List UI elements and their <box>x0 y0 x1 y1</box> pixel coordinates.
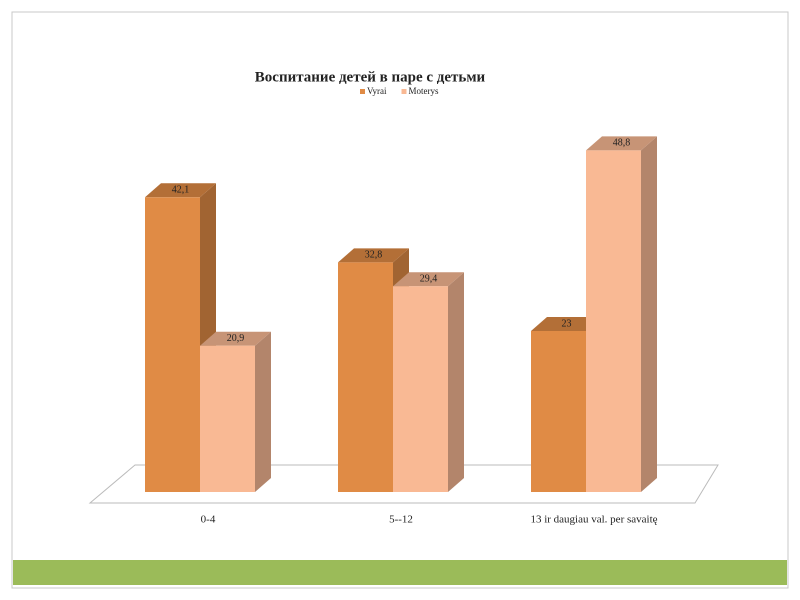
legend-swatch <box>401 89 407 94</box>
chart-title: Воспитание детей в паре с детьми <box>255 69 486 85</box>
bar-side <box>255 331 271 492</box>
bar-top <box>586 136 657 151</box>
bar-front <box>200 345 255 492</box>
bar <box>200 331 271 492</box>
data-label: 29,4 <box>420 273 438 284</box>
bar-top <box>393 272 464 287</box>
bar-top <box>338 248 409 263</box>
bar-front <box>338 262 393 492</box>
bar-top <box>531 317 602 331</box>
data-label: 42,1 <box>172 185 190 196</box>
bar-front <box>531 331 586 492</box>
data-label: 32,8 <box>365 250 383 261</box>
footer-band <box>13 560 787 585</box>
bar-front <box>586 150 641 492</box>
legend-label: Vyrai <box>367 86 387 96</box>
x-tick-label: 13 ir daugiau val. per savaitę <box>530 514 657 526</box>
bar-top <box>145 183 216 198</box>
bar-top <box>200 331 271 346</box>
x-tick-label: 0-4 <box>201 514 216 526</box>
bar-side <box>448 272 464 492</box>
x-tick-label: 5--12 <box>389 514 413 526</box>
bar-side <box>641 136 657 492</box>
bar <box>393 272 464 492</box>
bar-front <box>393 286 448 492</box>
bar-front <box>145 197 200 493</box>
bar <box>586 136 657 492</box>
data-label: 48,8 <box>613 138 631 149</box>
data-label: 23 <box>562 318 572 329</box>
legend-swatch <box>360 89 365 94</box>
data-label: 20,9 <box>227 333 245 344</box>
legend-label: Moterys <box>409 86 439 96</box>
